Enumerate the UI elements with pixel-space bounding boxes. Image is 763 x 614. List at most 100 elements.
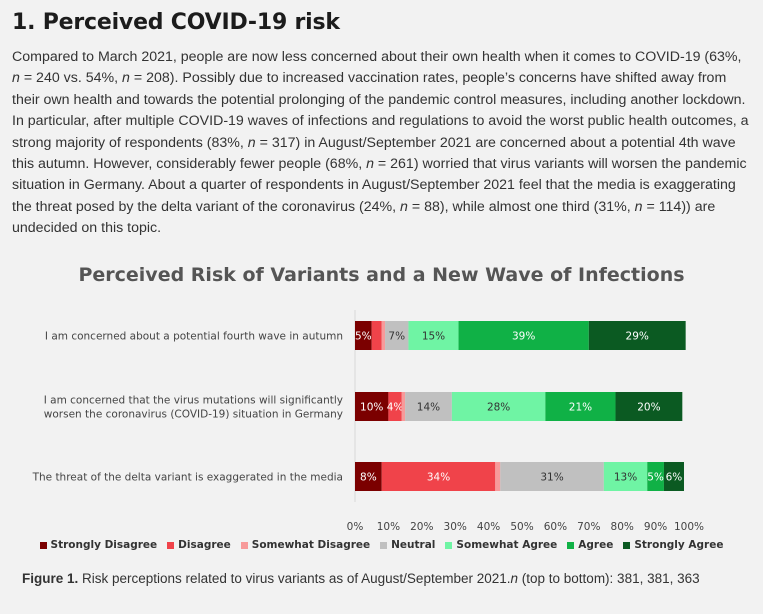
x-tick-label: 60%: [544, 521, 567, 533]
bar-segment: [355, 462, 382, 491]
bar-segment: [355, 392, 389, 421]
figure-label: Figure 1.: [22, 571, 79, 586]
data-label: 31%: [540, 472, 563, 484]
bar-segment: [371, 321, 382, 350]
data-label: 20%: [637, 402, 660, 414]
intro-text-run: = 88), while almost one third (31%,: [407, 198, 635, 215]
legend-swatch: [380, 541, 388, 549]
intro-text-run: = 208). Possibly due to increased vaccin…: [12, 70, 749, 151]
x-tick-label: 10%: [377, 521, 400, 533]
data-label: 5%: [647, 472, 664, 484]
legend-swatch: [445, 541, 453, 549]
bar-segment: [500, 462, 604, 491]
bar-segment: [388, 392, 402, 421]
chart-legend: Strongly Disagree Disagree Somewhat Disagr…: [0, 539, 763, 551]
legend-item: Agree: [567, 539, 613, 551]
bar-segment: [663, 462, 684, 491]
caption-n-text: (top to bottom): 381, 381, 363: [518, 571, 700, 586]
x-tick-label: 90%: [644, 521, 667, 533]
data-label: 34%: [427, 472, 450, 484]
category-label-line: I am concerned about a potential fourth …: [45, 331, 343, 343]
data-label: 14%: [417, 402, 440, 414]
intro-n-italic: n: [122, 70, 130, 87]
section-heading: 1. Perceived COVID-19 risk: [12, 10, 340, 35]
bar-segment: [405, 392, 452, 421]
intro-text-run: = 114)) are undecided on this topic.: [12, 198, 716, 237]
bar-segment: [385, 321, 409, 350]
intro-text-run: = 261) worried that virus variants will …: [12, 156, 747, 215]
legend-item: Neutral: [380, 539, 435, 551]
x-tick-label: 80%: [611, 521, 634, 533]
caption-text: Risk perceptions related to virus varian…: [78, 571, 511, 586]
legend-label: Neutral: [391, 539, 436, 551]
bar-segment: [458, 321, 589, 350]
intro-text-run: = 240 vs. 54%,: [19, 70, 123, 87]
bar-segment: [381, 321, 386, 350]
chart-title: Perceived Risk of Variants and a New Wav…: [78, 264, 685, 286]
legend-swatch: [623, 541, 631, 549]
figure-caption: Figure 1. Risk perceptions related to vi…: [22, 571, 700, 586]
category-label-line: worsen the coronavirus (COVID-19) situat…: [44, 409, 343, 421]
category-label: I am concerned that the virus mutations …: [44, 395, 343, 421]
category-label: I am concerned about a potential fourth …: [45, 331, 343, 343]
legend-swatch: [567, 541, 575, 549]
intro-n-italic: n: [12, 70, 20, 87]
bar-segment: [603, 462, 648, 491]
legend-label: Strongly Agree: [634, 539, 724, 551]
x-tick-label: 40%: [477, 521, 500, 533]
data-label: 5%: [355, 331, 372, 343]
intro-text-run: = 317) in August/September 2021 are conc…: [12, 134, 736, 173]
legend-label: Agree: [578, 539, 614, 551]
x-tick-label: 70%: [577, 521, 600, 533]
legend-label: Strongly Disagree: [50, 539, 158, 551]
legend-swatch: [240, 541, 248, 549]
legend-item: Somewhat Agree: [445, 539, 557, 551]
legend-label: Disagree: [178, 539, 231, 551]
data-label: 10%: [360, 402, 383, 414]
category-label: The threat of the delta variant is exagg…: [32, 472, 343, 484]
category-label-line: I am concerned that the virus mutations …: [44, 395, 343, 407]
legend-item: Strongly Disagree: [39, 539, 158, 551]
data-label: 21%: [569, 402, 592, 414]
bar-segment: [495, 462, 501, 491]
data-label: 7%: [388, 331, 405, 343]
category-label-line: The threat of the delta variant is exagg…: [32, 472, 343, 484]
x-tick-label: 20%: [410, 521, 433, 533]
data-label: 6%: [666, 472, 683, 484]
x-tick-label: 100%: [674, 521, 704, 533]
intro-paragraph: Compared to March 2021, people are now l…: [12, 47, 752, 240]
intro-n-italic: n: [634, 198, 643, 215]
legend-item: Somewhat Disagree: [240, 539, 371, 551]
bar-segment: [647, 462, 664, 491]
legend-item: Strongly Agree: [623, 539, 723, 551]
bar-segment: [451, 392, 546, 421]
intro-text-run: Compared to March 2021, people are now l…: [12, 49, 742, 65]
data-label: 28%: [487, 402, 510, 414]
legend-item: Disagree: [167, 539, 231, 551]
stacked-bar-chart: I am concerned about a potential fourth …: [32, 310, 704, 533]
caption-n: n: [510, 571, 519, 586]
data-label: 39%: [512, 331, 535, 343]
x-tick-label: 50%: [510, 521, 533, 533]
data-label: 29%: [626, 331, 649, 343]
bar-segment: [408, 321, 459, 350]
legend-label: Somewhat Agree: [456, 539, 558, 551]
legend-label: Somewhat Disagree: [251, 539, 371, 551]
data-label: 15%: [422, 331, 445, 343]
bar-segment: [588, 321, 686, 350]
bar-segment: [401, 392, 406, 421]
legend-swatch: [167, 541, 175, 549]
legend-swatch: [39, 541, 47, 549]
data-label: 13%: [614, 472, 637, 484]
intro-n-italic: n: [366, 156, 374, 173]
intro-n-italic: n: [247, 134, 256, 151]
bar-segment: [615, 392, 683, 421]
bar-segment: [381, 462, 496, 491]
x-tick-label: 30%: [444, 521, 467, 533]
bar-segment: [355, 321, 372, 350]
data-label: 4%: [387, 402, 404, 414]
bar-segment: [545, 392, 616, 421]
data-label: 8%: [360, 472, 377, 484]
x-tick-label: 0%: [347, 521, 364, 533]
intro-n-italic: n: [400, 198, 408, 215]
